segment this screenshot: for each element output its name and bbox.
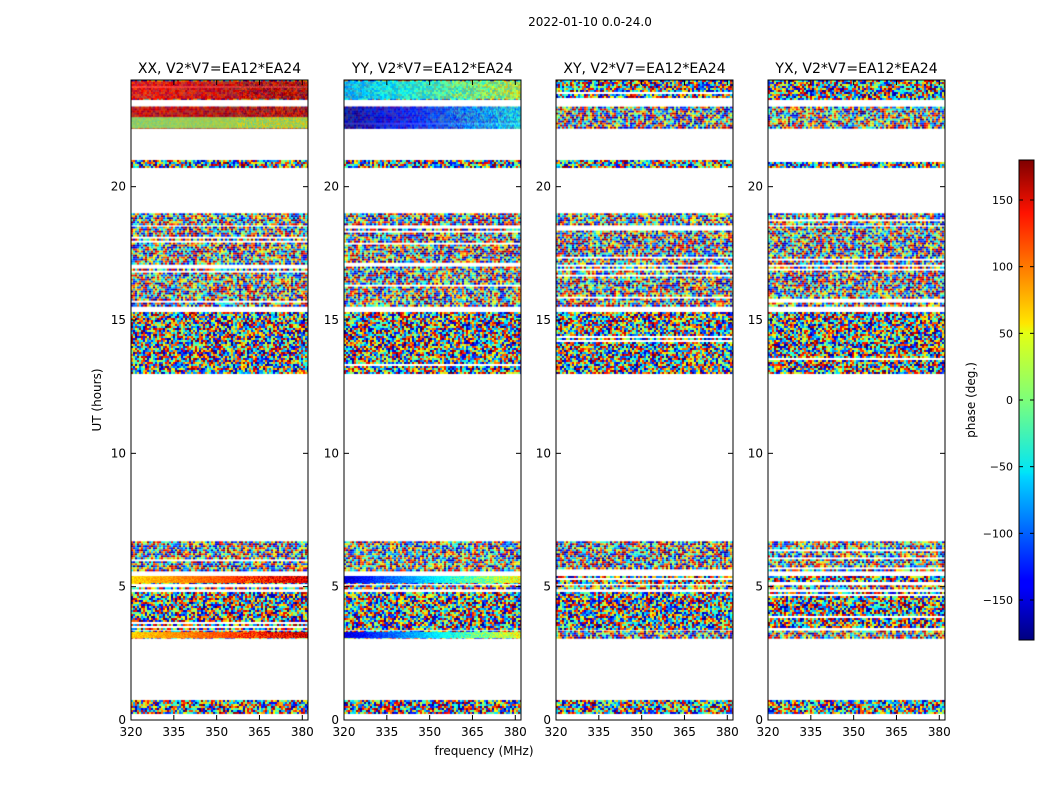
- y-tick-label: 15: [536, 313, 551, 327]
- y-tick-label: 5: [331, 580, 339, 594]
- panel-3: XY, V2*V7=EA12*EA24 320 335 350 365 380 0 5 10 15…: [536, 61, 739, 739]
- x-tick-label: 380: [716, 725, 739, 739]
- plot-frame: [130, 79, 309, 721]
- x-tick-label: 335: [587, 725, 610, 739]
- panel-4: YX, V2*V7=EA12*EA24 320 335 350 365 380 0 5 10 15…: [748, 61, 951, 739]
- colorbar: −150 −100 −50 0 50 100 150 phase (deg.): [964, 159, 1035, 641]
- x-tick-label: 380: [504, 725, 527, 739]
- x-tick-label: 350: [418, 725, 441, 739]
- x-tick-label: 335: [799, 725, 822, 739]
- y-tick-label: 20: [536, 180, 551, 194]
- y-tick-label: 15: [324, 313, 339, 327]
- y-tick-label: 0: [118, 713, 126, 727]
- y-axis-label: UT (hours): [90, 368, 104, 431]
- panel-title: XY, V2*V7=EA12*EA24: [563, 61, 725, 77]
- y-tick-label: 5: [118, 580, 126, 594]
- y-tick-label: 20: [748, 180, 763, 194]
- y-tick-label: 10: [748, 446, 763, 460]
- phase-heatmap: [556, 80, 733, 720]
- y-tick-label: 10: [536, 446, 551, 460]
- plot-frame: [767, 79, 946, 721]
- panel-1: XX, V2*V7=EA12*EA24 320 335 350 365 380 0 5 10 15…: [111, 61, 314, 739]
- x-tick-label: 350: [205, 725, 228, 739]
- colorbar-tick-label: 0: [1006, 394, 1013, 407]
- plot-frame: [555, 79, 734, 721]
- colorbar-label: phase (deg.): [964, 362, 978, 438]
- figure-suptitle: 2022-01-10 0.0-24.0: [528, 15, 652, 29]
- y-tick-label: 20: [111, 180, 126, 194]
- panel-title: YX, V2*V7=EA12*EA24: [774, 61, 937, 77]
- x-tick-label: 365: [461, 725, 484, 739]
- phase-heatmap: [344, 80, 521, 720]
- x-tick-label: 380: [291, 725, 314, 739]
- y-tick-label: 10: [111, 446, 126, 460]
- colorbar-tick-label: −50: [990, 461, 1013, 474]
- y-tick-label: 0: [755, 713, 763, 727]
- panel-2: YY, V2*V7=EA12*EA24 320 335 350 365 380 0 5 10 15…: [324, 61, 527, 739]
- phase-heatmap: [131, 80, 308, 720]
- colorbar-tick-label: −100: [983, 527, 1013, 540]
- colorbar-tick-label: 50: [999, 327, 1013, 340]
- y-tick-label: 0: [331, 713, 339, 727]
- x-tick-label: 320: [120, 725, 143, 739]
- x-tick-label: 335: [375, 725, 398, 739]
- x-tick-label: 335: [162, 725, 185, 739]
- x-tick-label: 350: [842, 725, 865, 739]
- x-tick-label: 365: [885, 725, 908, 739]
- panels: XX, V2*V7=EA12*EA24 320 335 350 365 380 0 5 10 15…: [111, 61, 951, 739]
- x-tick-label: 380: [928, 725, 951, 739]
- x-tick-label: 320: [545, 725, 568, 739]
- panel-title: XX, V2*V7=EA12*EA24: [138, 61, 301, 77]
- colorbar-tick-label: 100: [992, 261, 1013, 274]
- y-tick-label: 0: [543, 713, 551, 727]
- y-tick-label: 15: [748, 313, 763, 327]
- x-tick-label: 365: [248, 725, 271, 739]
- colorbar-tick-label: 150: [992, 194, 1013, 207]
- colorbar-tick-label: −150: [983, 594, 1013, 607]
- y-tick-label: 20: [324, 180, 339, 194]
- x-tick-label: 350: [630, 725, 653, 739]
- x-tick-label: 320: [757, 725, 780, 739]
- y-tick-label: 10: [324, 446, 339, 460]
- y-tick-label: 5: [543, 580, 551, 594]
- x-axis-label: frequency (MHz): [434, 744, 533, 758]
- phase-heatmap: [768, 80, 945, 720]
- panel-title: YY, V2*V7=EA12*EA24: [351, 61, 513, 77]
- plot-frame: [343, 79, 522, 721]
- y-tick-label: 5: [755, 580, 763, 594]
- x-tick-label: 365: [673, 725, 696, 739]
- x-tick-label: 320: [333, 725, 356, 739]
- y-tick-label: 15: [111, 313, 126, 327]
